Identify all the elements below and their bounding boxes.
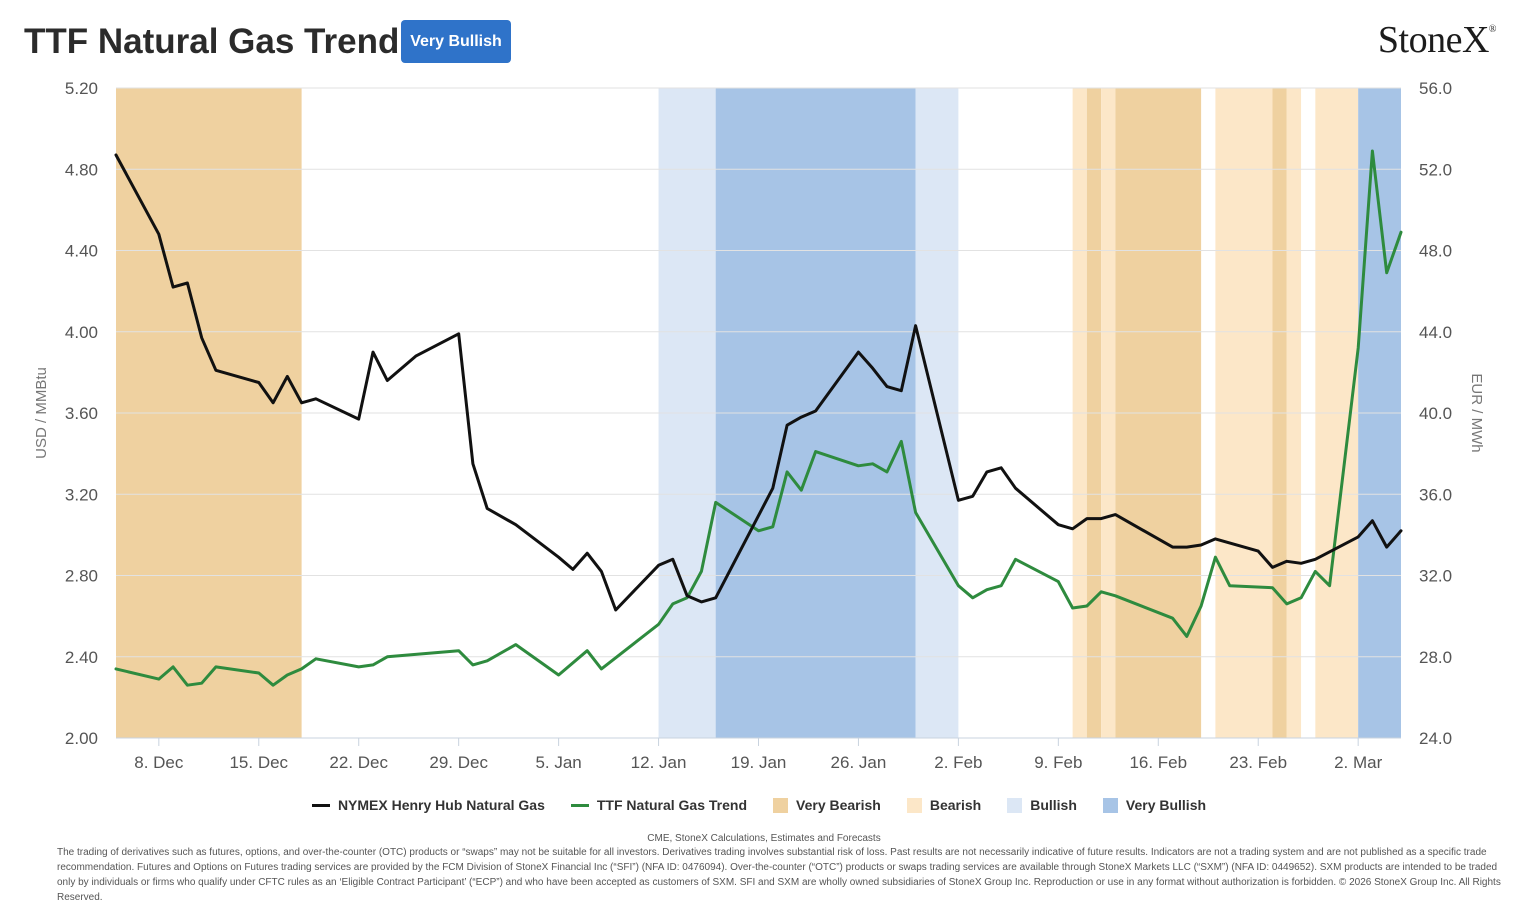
x-tick-label: 2. Mar: [1334, 753, 1383, 772]
left-tick-label: 2.80: [65, 567, 98, 586]
left-axis-label: USD / MMBtu: [33, 367, 50, 459]
x-tick-label: 16. Feb: [1129, 753, 1187, 772]
legend-label: Bearish: [929, 797, 982, 813]
legend-label: Very Bullish: [1125, 797, 1207, 813]
left-tick-label: 3.20: [65, 485, 98, 504]
x-tick-label: 15. Dec: [229, 753, 288, 772]
series-lines: [114, 149, 1403, 687]
x-tick-label: 8. Dec: [134, 753, 184, 772]
right-tick-label: 28.0: [1419, 648, 1452, 667]
legend-item[interactable]: Bullish: [1007, 797, 1077, 813]
legend-label: Bullish: [1030, 797, 1077, 813]
legend-label: Very Bearish: [796, 797, 881, 813]
legend-item[interactable]: Bearish: [906, 797, 982, 813]
gridlines: [116, 87, 1401, 739]
x-tick-label: 12. Jan: [631, 753, 687, 772]
stonex-logo: StoneX®: [1377, 19, 1497, 61]
right-tick-label: 36.0: [1419, 485, 1452, 504]
legend-item[interactable]: Very Bearish: [773, 797, 881, 813]
right-tick-label: 56.0: [1419, 79, 1452, 98]
series-line-ttf: [114, 149, 1403, 687]
left-tick-label: 4.80: [65, 160, 98, 179]
right-tick-label: 44.0: [1419, 323, 1452, 342]
legend-swatch: [311, 803, 330, 807]
x-tick-label: 5. Jan: [535, 753, 581, 772]
legend-label: NYMEX Henry Hub Natural Gas: [337, 797, 545, 813]
axes: 2.00 2.40 2.80 3.20 3.60 4.00 4.40 4.80 5.20 24.0…: [33, 79, 1485, 772]
right-axis-label: EUR / MWh: [1468, 373, 1485, 452]
trend-badge: Very Bullish: [401, 20, 511, 63]
x-tick-label: 2. Feb: [934, 753, 982, 772]
x-tick-label: 29. Dec: [429, 753, 488, 772]
legend-item[interactable]: TTF Natural Gas Trend: [570, 797, 748, 813]
x-tick-label: 22. Dec: [329, 753, 388, 772]
left-tick-label: 4.00: [65, 323, 98, 342]
left-tick-label: 5.20: [65, 79, 98, 98]
right-tick-label: 40.0: [1419, 404, 1452, 423]
legend-label: TTF Natural Gas Trend: [596, 797, 748, 813]
left-tick-label: 4.40: [65, 242, 98, 261]
left-tick-label: 2.00: [65, 729, 98, 748]
legend-swatch: [1102, 797, 1118, 813]
right-tick-label: 32.0: [1419, 567, 1452, 586]
right-tick-label: 52.0: [1419, 160, 1452, 179]
chart-plot: 2.00 2.40 2.80 3.20 3.60 4.00 4.40 4.80 5.20 24.0…: [33, 79, 1485, 772]
source-note: CME, StoneX Calculations, Estimates and …: [647, 833, 881, 844]
legend-swatch: [773, 797, 789, 813]
legend-item[interactable]: NYMEX Henry Hub Natural Gas: [311, 797, 545, 813]
x-tick-label: 23. Feb: [1229, 753, 1287, 772]
right-tick-label: 24.0: [1419, 729, 1452, 748]
chart-legend: NYMEX Henry Hub Natural Gas TTF Natural G…: [0, 797, 1518, 813]
legend-swatch: [1007, 797, 1023, 813]
left-tick-label: 3.60: [65, 404, 98, 423]
x-tick-label: 19. Jan: [731, 753, 787, 772]
chart-title: TTF Natural Gas Trend: [24, 22, 400, 61]
x-tick-label: 26. Jan: [831, 753, 887, 772]
legend-item[interactable]: Very Bullish: [1102, 797, 1207, 813]
left-tick-label: 2.40: [65, 648, 98, 667]
disclaimer: The trading of derivatives such as futur…: [57, 847, 1501, 903]
right-tick-label: 48.0: [1419, 242, 1452, 261]
legend-swatch: [906, 797, 922, 813]
x-tick-label: 9. Feb: [1034, 753, 1082, 772]
legend-swatch: [570, 803, 589, 807]
